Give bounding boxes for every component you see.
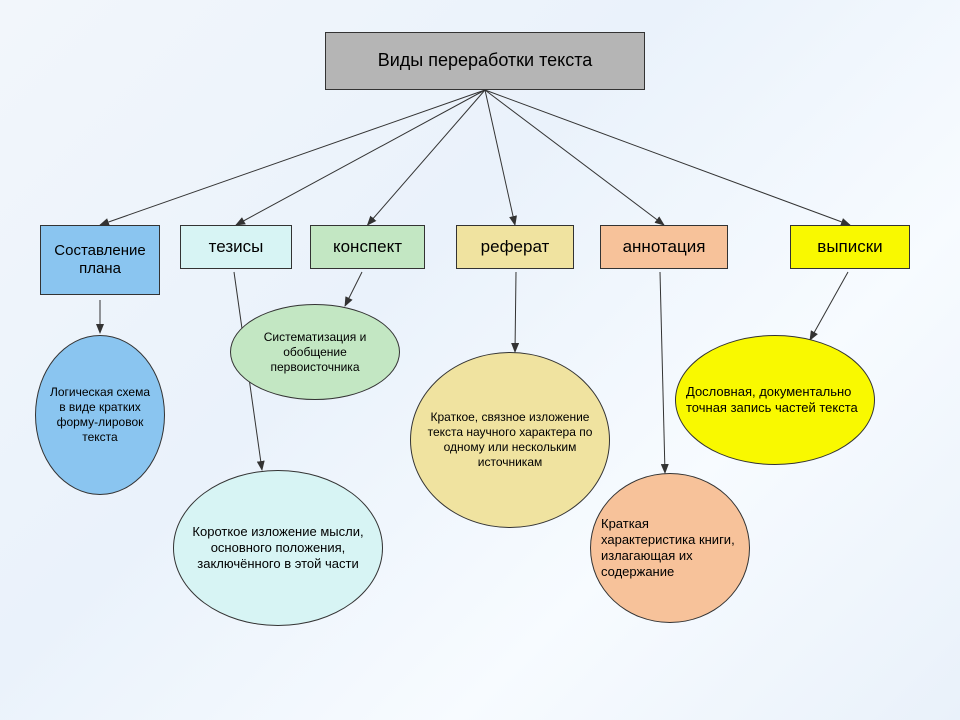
child-label-plan: Составление плана <box>47 242 153 278</box>
arrow-to-detail-referat <box>515 272 516 352</box>
detail-label-tezisy: Короткое изложение мысли, основного поло… <box>174 524 382 573</box>
root-label: Виды переработки текста <box>378 50 593 72</box>
child-box-plan: Составление плана <box>40 225 160 295</box>
child-label-konspekt: конспект <box>333 237 402 257</box>
detail-ellipse-vypiski: Дословная, документально точная запись ч… <box>675 335 875 465</box>
detail-ellipse-konspekt: Систематизация и обобщение первоисточник… <box>230 304 400 400</box>
edge-root-to-annot <box>485 90 664 225</box>
detail-ellipse-plan: Логическая схема в виде кратких форму-ли… <box>35 335 165 495</box>
detail-label-referat: Краткое, связное изложение текста научно… <box>411 410 609 470</box>
child-box-referat: реферат <box>456 225 574 269</box>
arrow-to-detail-konspekt <box>345 272 362 306</box>
arrow-to-detail-vypiski <box>810 272 848 340</box>
detail-label-plan: Логическая схема в виде кратких форму-ли… <box>36 385 164 445</box>
detail-label-annot: Краткая характеристика книги, излагающая… <box>591 516 749 581</box>
diagram-canvas: { "canvas": { "width": 960, "height": 72… <box>0 0 960 720</box>
detail-label-konspekt: Систематизация и обобщение первоисточник… <box>231 330 399 375</box>
arrow-to-detail-annot <box>660 272 665 473</box>
child-box-tezisy: тезисы <box>180 225 292 269</box>
child-label-vypiski: выписки <box>817 237 882 257</box>
detail-ellipse-tezisy: Короткое изложение мысли, основного поло… <box>173 470 383 626</box>
detail-ellipse-annot: Краткая характеристика книги, излагающая… <box>590 473 750 623</box>
child-box-vypiski: выписки <box>790 225 910 269</box>
edge-root-to-referat <box>485 90 515 225</box>
child-box-annot: аннотация <box>600 225 728 269</box>
edge-root-to-plan <box>100 90 485 225</box>
edge-root-to-tezisy <box>236 90 485 225</box>
child-label-tezisy: тезисы <box>209 237 264 257</box>
child-box-konspekt: конспект <box>310 225 425 269</box>
detail-ellipse-referat: Краткое, связное изложение текста научно… <box>410 352 610 528</box>
root-to-children-edges <box>100 90 850 225</box>
detail-label-vypiski: Дословная, документально точная запись ч… <box>676 384 874 417</box>
edge-root-to-vypiski <box>485 90 850 225</box>
child-label-annot: аннотация <box>623 237 706 257</box>
child-label-referat: реферат <box>481 237 550 257</box>
root-box: Виды переработки текста <box>325 32 645 90</box>
edge-root-to-konspekt <box>368 90 486 225</box>
